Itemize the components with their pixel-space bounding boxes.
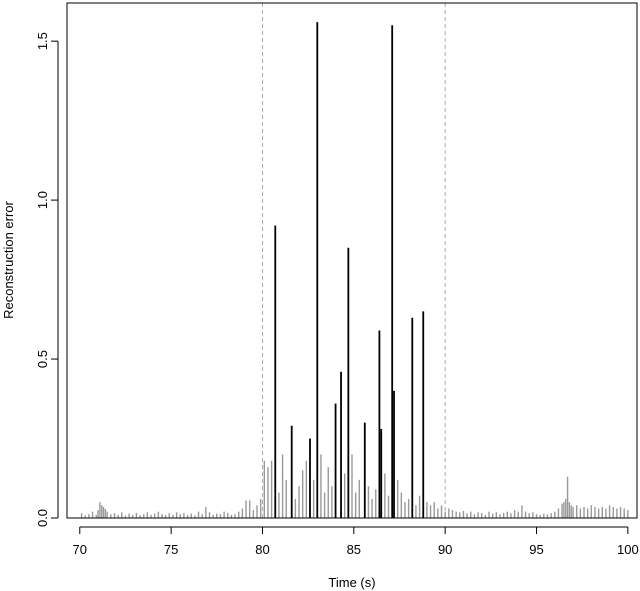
x-tick-label: 85 [347, 542, 361, 557]
x-axis-title: Time (s) [328, 575, 375, 590]
x-tick-label: 75 [164, 542, 178, 557]
y-tick-label: 0.0 [35, 509, 50, 527]
y-axis: 0.0 0.5 1.0 1.5 [35, 32, 59, 527]
x-tick-label: 80 [255, 542, 269, 557]
plot-frame [66, 2, 638, 519]
y-axis-title: Reconstruction error [1, 200, 16, 318]
y-tick-label: 1.5 [35, 32, 50, 50]
reference-lines [261, 3, 446, 518]
y-tick-label: 0.5 [35, 350, 50, 368]
x-tick-label: 90 [438, 542, 452, 557]
x-tick-label: 95 [529, 542, 543, 557]
x-axis: 70 75 80 85 90 95 100 [73, 526, 639, 557]
x-tick-label: 70 [73, 542, 87, 557]
y-tick-label: 1.0 [35, 191, 50, 209]
x-tick-label: 100 [617, 542, 639, 557]
baseline-bars [80, 454, 629, 518]
highlight-bars [274, 22, 425, 518]
